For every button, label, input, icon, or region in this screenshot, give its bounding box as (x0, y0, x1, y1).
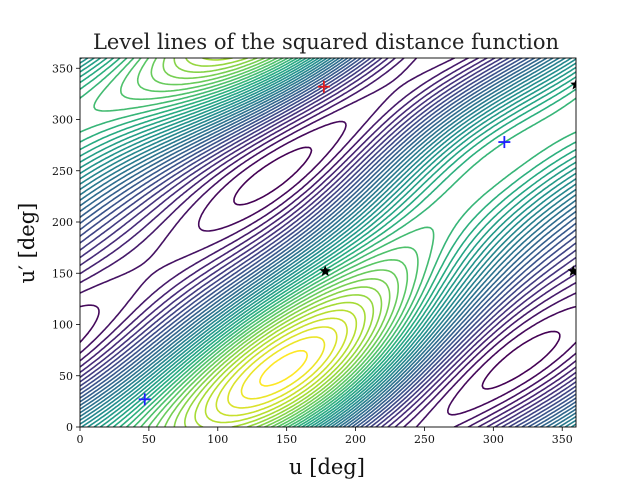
y-tick-label: 200 (52, 216, 73, 229)
x-tick-label: 50 (142, 433, 156, 446)
x-tick-label: 250 (414, 433, 435, 446)
minimum-star-marker (319, 265, 331, 277)
minimum-star-marker (567, 265, 576, 277)
x-tick-label: 350 (552, 433, 573, 446)
y-axis-label: u′ [deg] (15, 203, 39, 284)
y-tick-label: 300 (52, 114, 73, 127)
contour-level (227, 326, 338, 409)
axes-frame (79, 57, 577, 428)
contour-level (80, 58, 576, 427)
contour-level (204, 309, 358, 424)
contour-level (150, 58, 399, 427)
local-max-marker (317, 80, 330, 93)
x-tick-label: 200 (345, 433, 366, 446)
x-tick-label: 100 (207, 433, 228, 446)
x-tick-label: 300 (483, 433, 504, 446)
contour-level (80, 58, 576, 427)
y-tick-label: 100 (52, 319, 73, 332)
minimum-star-marker (570, 78, 576, 90)
y-tick-label: 350 (52, 62, 73, 75)
contour-level (233, 146, 561, 390)
contour-level (162, 58, 391, 427)
x-axis-label: u [deg] (289, 455, 365, 479)
contour-level (80, 58, 576, 427)
saddle-marker (498, 136, 511, 149)
saddle-marker (138, 393, 151, 406)
y-tick-label: 50 (59, 370, 73, 383)
contour-level (80, 58, 576, 427)
contour-level (80, 58, 576, 427)
contour-level (215, 317, 348, 417)
plot-area (79, 57, 577, 428)
y-axis: 0 50 100 150 200 250 300 350 (52, 62, 80, 434)
contour-level (93, 58, 435, 427)
x-axis: 0 50 100 150 200 250 300 350 (77, 427, 573, 446)
contour-level (80, 58, 576, 427)
contour-level (80, 58, 576, 427)
contour-level (80, 58, 576, 427)
contour-level (80, 58, 576, 427)
contour-level (80, 58, 576, 427)
critical-point-markers (138, 78, 576, 406)
contour-level (173, 58, 383, 427)
x-tick-label: 0 (77, 433, 84, 446)
contour-level (80, 58, 576, 427)
chart-title: Level lines of the squared distance func… (93, 30, 559, 54)
y-tick-label: 250 (52, 165, 73, 178)
contour-level (194, 58, 366, 427)
contour-level (80, 58, 576, 427)
contour-level (259, 349, 308, 387)
y-tick-label: 0 (66, 421, 73, 434)
y-tick-label: 150 (52, 267, 73, 280)
contour-level (80, 58, 576, 427)
contour-level (120, 58, 419, 427)
contour-level (240, 336, 326, 400)
x-tick-label: 150 (276, 433, 297, 446)
contour-level (184, 58, 375, 427)
